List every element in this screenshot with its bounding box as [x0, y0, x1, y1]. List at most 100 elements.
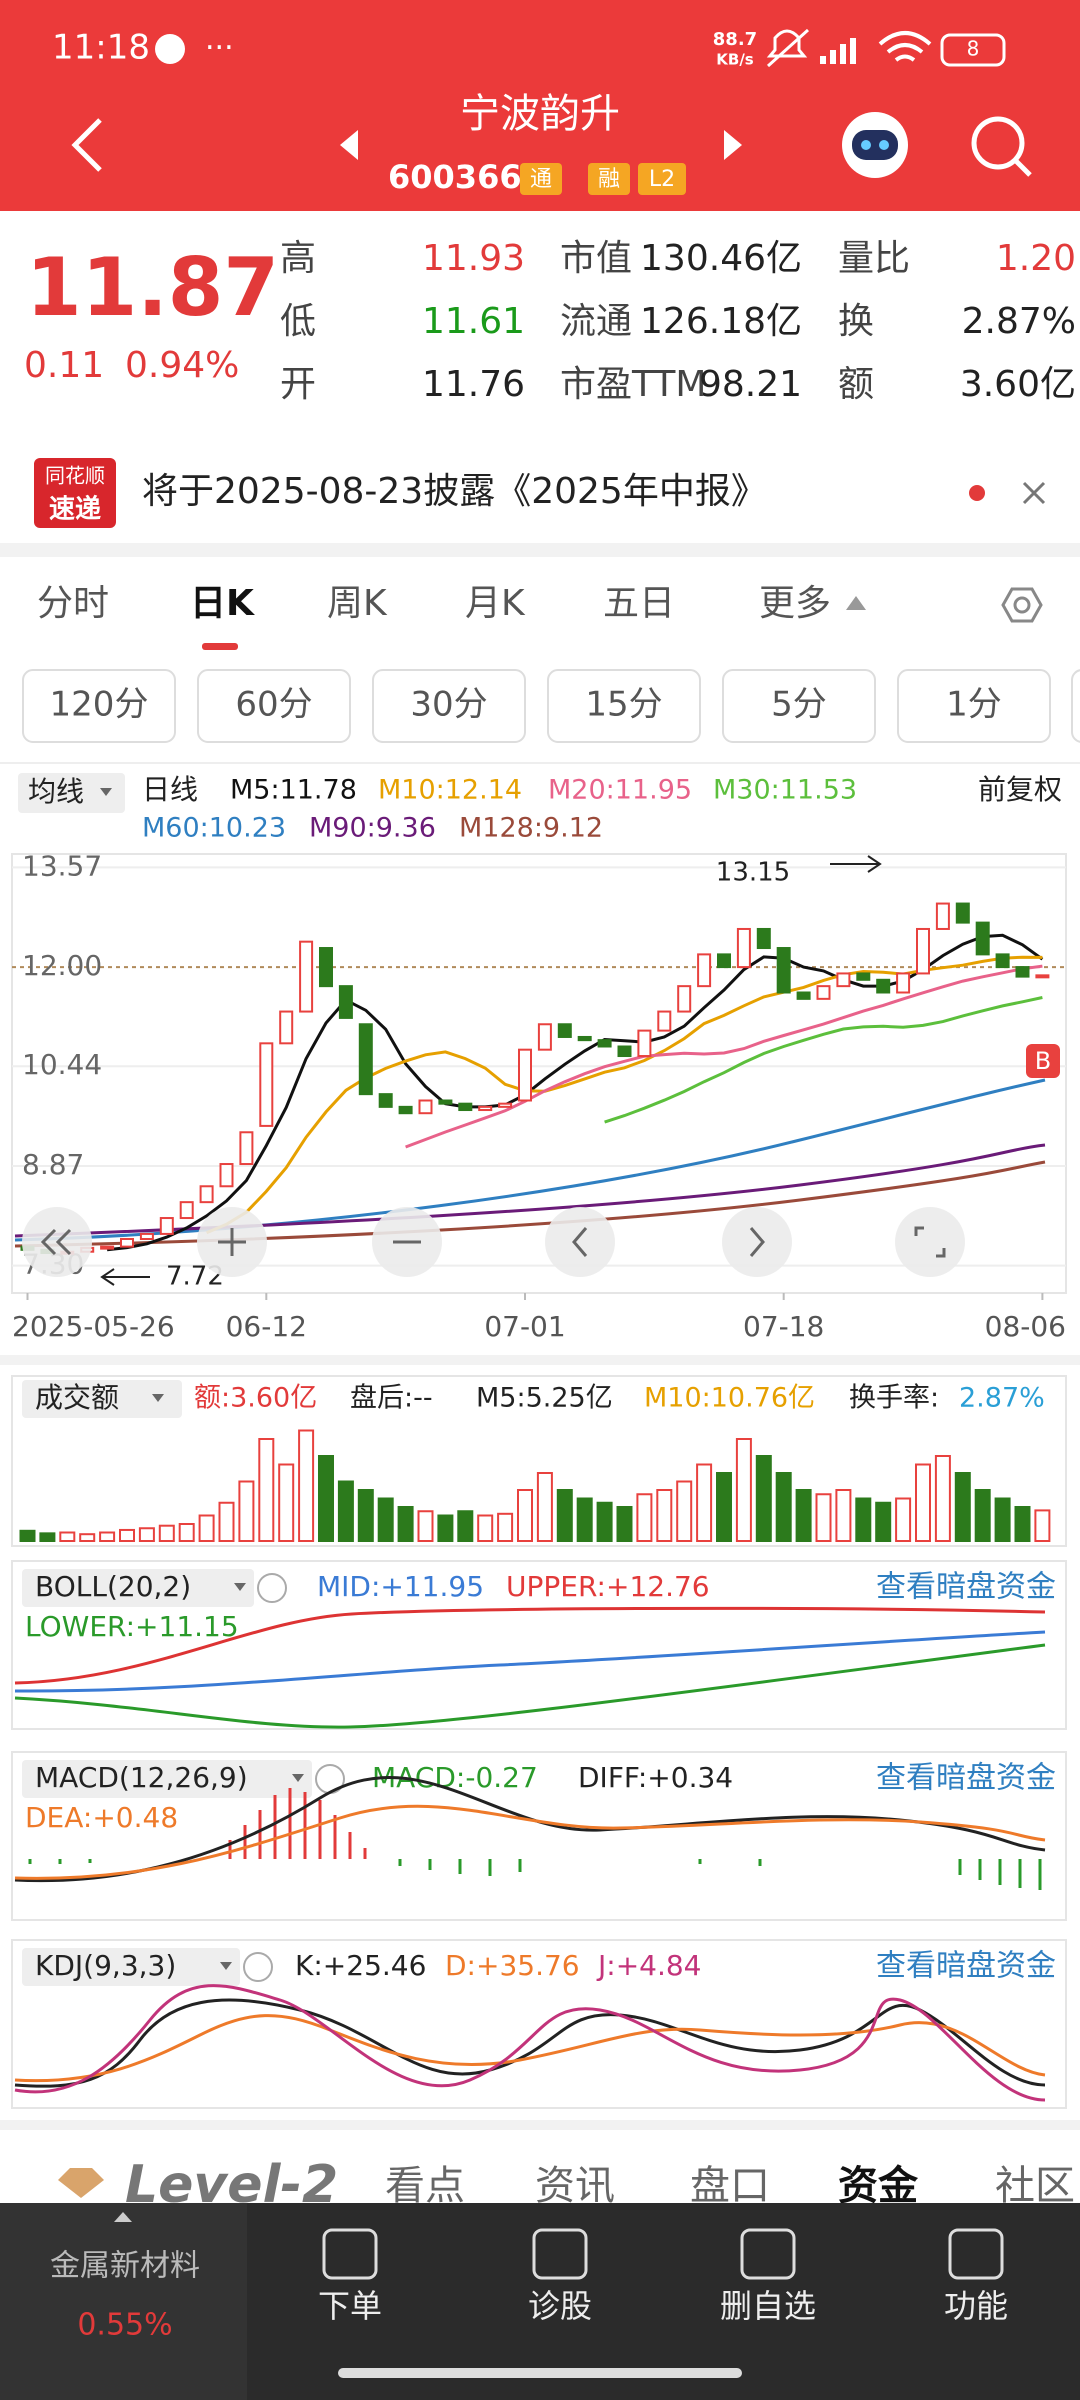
ma-selector[interactable]	[18, 773, 125, 813]
volume-bar	[1014, 1506, 1031, 1542]
candle	[319, 947, 333, 988]
banner[interactable]	[0, 444, 1080, 544]
badge: L2	[649, 167, 675, 192]
interval-button[interactable]	[722, 669, 876, 743]
volume-selector[interactable]	[22, 1380, 182, 1418]
stock-code: 600366	[388, 158, 522, 196]
volume-bar	[457, 1510, 474, 1542]
tab[interactable]: 日K	[190, 583, 255, 624]
volume-bar	[934, 1455, 951, 1542]
indicator-value: LOWER:+11.15	[25, 1610, 239, 1643]
candle	[458, 1102, 473, 1112]
help-icon[interactable]	[257, 1573, 287, 1603]
interval-button[interactable]	[547, 669, 701, 743]
macd-dea	[14, 1804, 1046, 1880]
volume-legend-item: 额:3.60亿	[194, 1383, 317, 1414]
badge: 通	[530, 167, 552, 192]
candle	[378, 1093, 393, 1108]
dark-pool-link[interactable]: 查看暗盘资金	[876, 1761, 1056, 1796]
panel-frame	[11, 1751, 1067, 1921]
macd-bars-down	[28, 1859, 1042, 1890]
stat-value: 11.61	[422, 301, 525, 342]
interval-button[interactable]	[22, 669, 176, 743]
adjust-label[interactable]: 前复权	[978, 773, 1062, 806]
tab[interactable]: 五日	[603, 583, 675, 624]
indicator-value: DIFF:+0.34	[578, 1761, 733, 1794]
bottom-tab[interactable]: 社区	[995, 2163, 1075, 2209]
y-tick-label: 13.57	[22, 849, 102, 882]
candle	[438, 1099, 453, 1105]
bottom-tab[interactable]: 盘口	[690, 2163, 770, 2209]
tab[interactable]: 月K	[465, 583, 526, 624]
dropdown-caret	[220, 1962, 232, 1970]
robot-eye	[861, 140, 871, 150]
candle	[179, 1201, 194, 1220]
candle	[836, 972, 851, 988]
period-label: 日线	[142, 773, 198, 806]
tab[interactable]: 周K	[327, 583, 388, 624]
fullscreen[interactable]	[895, 1207, 965, 1277]
bottom-tab[interactable]: 资讯	[535, 2163, 615, 2209]
clock: 11:18	[52, 28, 150, 68]
candle	[597, 1039, 612, 1048]
candle	[697, 953, 712, 988]
scroll-right[interactable]	[722, 1207, 792, 1277]
scroll-left[interactable]	[545, 1207, 615, 1277]
candle	[975, 921, 990, 956]
interval-button[interactable]	[197, 669, 351, 743]
candle	[239, 1131, 254, 1166]
ma60-line	[14, 1078, 1046, 1242]
stats: 高 11.93 市值 130.46亿 量比 1.20 低 11.61 流通 126.18亿换 2.8…	[280, 238, 1076, 405]
nav-label[interactable]: 诊股	[528, 2287, 592, 2325]
bottom-tab[interactable]: 资金	[838, 2163, 919, 2209]
prev-stock[interactable]	[340, 130, 358, 160]
sector-panel[interactable]	[0, 2203, 247, 2400]
volume-legend-item: 盘后:--	[350, 1383, 433, 1414]
help-icon[interactable]	[243, 1952, 273, 1982]
volume-legend-item: M10:10.76亿	[644, 1383, 815, 1414]
x-axis: 2025-05-26 06-12 07-01 07-18 08-06	[12, 1293, 1066, 1343]
interval-button[interactable]	[372, 669, 526, 743]
volume-legend-item: 2.87%	[959, 1383, 1045, 1414]
volume-bar	[357, 1489, 374, 1542]
home-indicator	[338, 2368, 742, 2378]
dark-pool-link[interactable]: 查看暗盘资金	[876, 1949, 1056, 1984]
volume-bar	[198, 1514, 215, 1542]
nav-icon	[948, 2228, 1004, 2280]
volume-bar	[1034, 1509, 1051, 1543]
interval-button[interactable]	[1071, 669, 1080, 743]
indicator-selector[interactable]	[22, 1569, 254, 1607]
nav-label[interactable]: 删自选	[720, 2287, 816, 2325]
battery	[940, 33, 1006, 67]
candle	[995, 953, 1010, 969]
tab[interactable]: 分时	[37, 583, 109, 624]
ma-selector-label: 均线	[28, 775, 84, 808]
nav-label[interactable]: 下单	[318, 2287, 382, 2325]
next-stock[interactable]	[724, 130, 742, 160]
dark-pool-link[interactable]: 查看暗盘资金	[876, 1570, 1056, 1605]
robot-button[interactable]	[842, 112, 908, 178]
indicator-selector[interactable]	[22, 1760, 312, 1798]
volume-selector-label: 成交额	[35, 1381, 119, 1414]
stat-label: 流通	[560, 301, 632, 342]
interval-button[interactable]	[897, 669, 1051, 743]
x-tick-label: 07-01	[484, 1310, 565, 1343]
search-button[interactable]	[971, 116, 1032, 177]
settings-button[interactable]	[1001, 587, 1043, 623]
volume-legend-item: M5:5.25亿	[476, 1383, 613, 1414]
close-banner[interactable]	[1022, 481, 1046, 505]
stat-value: 98.21	[699, 364, 802, 405]
candle	[796, 991, 811, 1000]
back-button[interactable]	[71, 118, 102, 172]
stat-label: 额	[838, 364, 874, 405]
panel-frame	[11, 1939, 1067, 2109]
indicator-selector[interactable]	[22, 1948, 240, 1986]
price: 11.87	[26, 241, 279, 334]
volume-bar	[79, 1533, 96, 1542]
candle	[338, 985, 353, 1019]
bottom-tab[interactable]: 看点	[385, 2163, 465, 2209]
ma-line	[206, 955, 1043, 1235]
tab[interactable]: 更多	[759, 583, 831, 624]
nav-label[interactable]: 功能	[944, 2287, 1008, 2325]
